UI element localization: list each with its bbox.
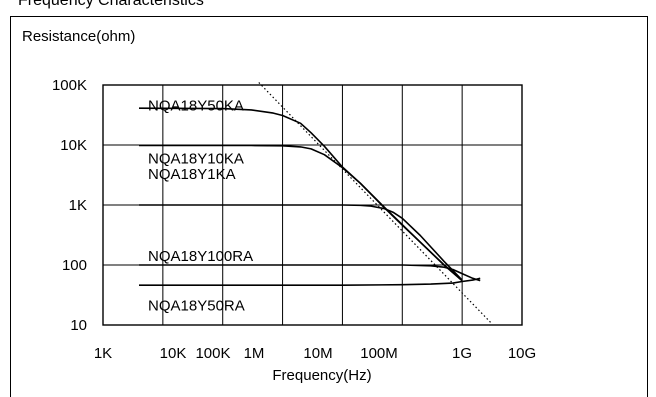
- series-line-nqa18y1ka: [139, 204, 463, 281]
- chart-frame: [10, 16, 648, 397]
- series-line-slope-reference: [258, 82, 492, 323]
- page-title: Frequency Characteristics: [18, 0, 204, 9]
- x-tick-label-10k: 10K: [160, 345, 187, 362]
- y-tick-label-10k: 10K: [60, 137, 87, 154]
- y-axis-label: Resistance(ohm): [22, 28, 135, 45]
- x-tick-label-1g: 1G: [452, 345, 472, 362]
- series-line-nqa18y10ka: [139, 144, 463, 282]
- y-tick-label-1k: 1K: [69, 197, 87, 214]
- x-tick-label-100k: 100K: [195, 345, 230, 362]
- x-tick-label-100m: 100M: [360, 345, 398, 362]
- tick-labels: 1K 10K 100K 1M 10M 100M 1G 10G 10 100 1K 10K 100K: [52, 77, 536, 362]
- y-tick-label-100k: 100K: [52, 77, 87, 94]
- series-label-nqa18y50ka: NQA18Y50KA: [148, 98, 244, 115]
- series-label-nqa18y100ra: NQA18Y100RA: [148, 248, 253, 265]
- series-label-nqa18y50ra: NQA18Y50RA: [148, 297, 245, 314]
- series-label-nqa18y10ka: NQA18Y10KA: [148, 150, 244, 167]
- x-tick-label-1k: 1K: [94, 345, 112, 362]
- x-tick-label-10m: 10M: [303, 345, 332, 362]
- series-label-nqa18y1ka: NQA18Y1KA: [148, 166, 236, 183]
- series-line-nqa18y100ra-curve: [139, 264, 481, 282]
- y-tick-label-100: 100: [62, 257, 87, 274]
- series-line-nqa18y50ra-curve: [139, 277, 481, 287]
- x-tick-label-1m: 1M: [244, 345, 265, 362]
- x-tick-label-10g: 10G: [508, 345, 536, 362]
- series-lines: [138, 82, 492, 323]
- x-axis-label: Frequency(Hz): [272, 367, 371, 384]
- y-tick-label-10: 10: [70, 317, 87, 334]
